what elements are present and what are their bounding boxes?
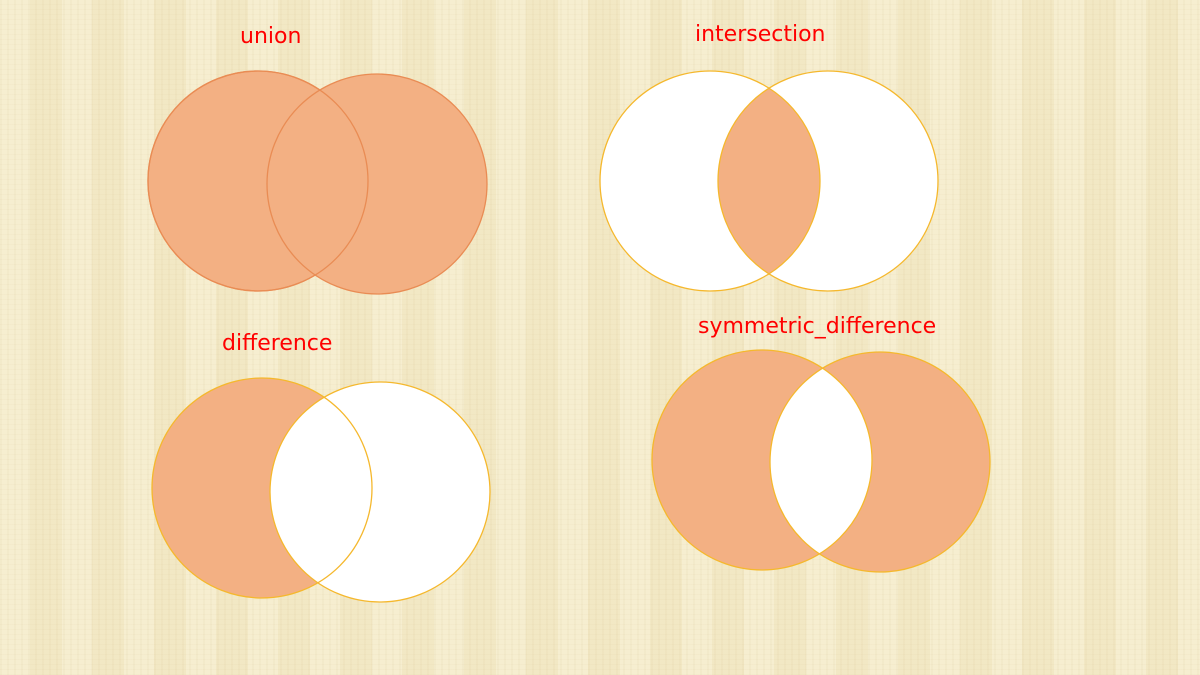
symmetric-difference-label: symmetric_difference (698, 314, 937, 339)
symmetric-difference-overlap (770, 352, 872, 570)
union-circle-b (266, 73, 488, 295)
difference-circle-b (270, 382, 490, 602)
intersection-circle-a-outline (599, 70, 821, 292)
intersection-diagram (599, 70, 939, 292)
intersection-label: intersection (695, 22, 826, 47)
symmetric-difference-circle-b-outline (769, 351, 991, 573)
union-circle-a-outline (147, 70, 369, 292)
intersection-region (718, 71, 820, 291)
symmetric-difference-circle-a-outline (651, 349, 873, 571)
difference-circle-a-outline (151, 377, 373, 599)
union-diagram (147, 70, 488, 295)
difference-diagram (151, 377, 491, 603)
difference-circle-b-outline (269, 381, 491, 603)
symmetric-difference-diagram (651, 349, 991, 573)
union-label: union (240, 24, 302, 49)
intersection-circle-b-outline (717, 70, 939, 292)
difference-label: difference (222, 331, 333, 356)
